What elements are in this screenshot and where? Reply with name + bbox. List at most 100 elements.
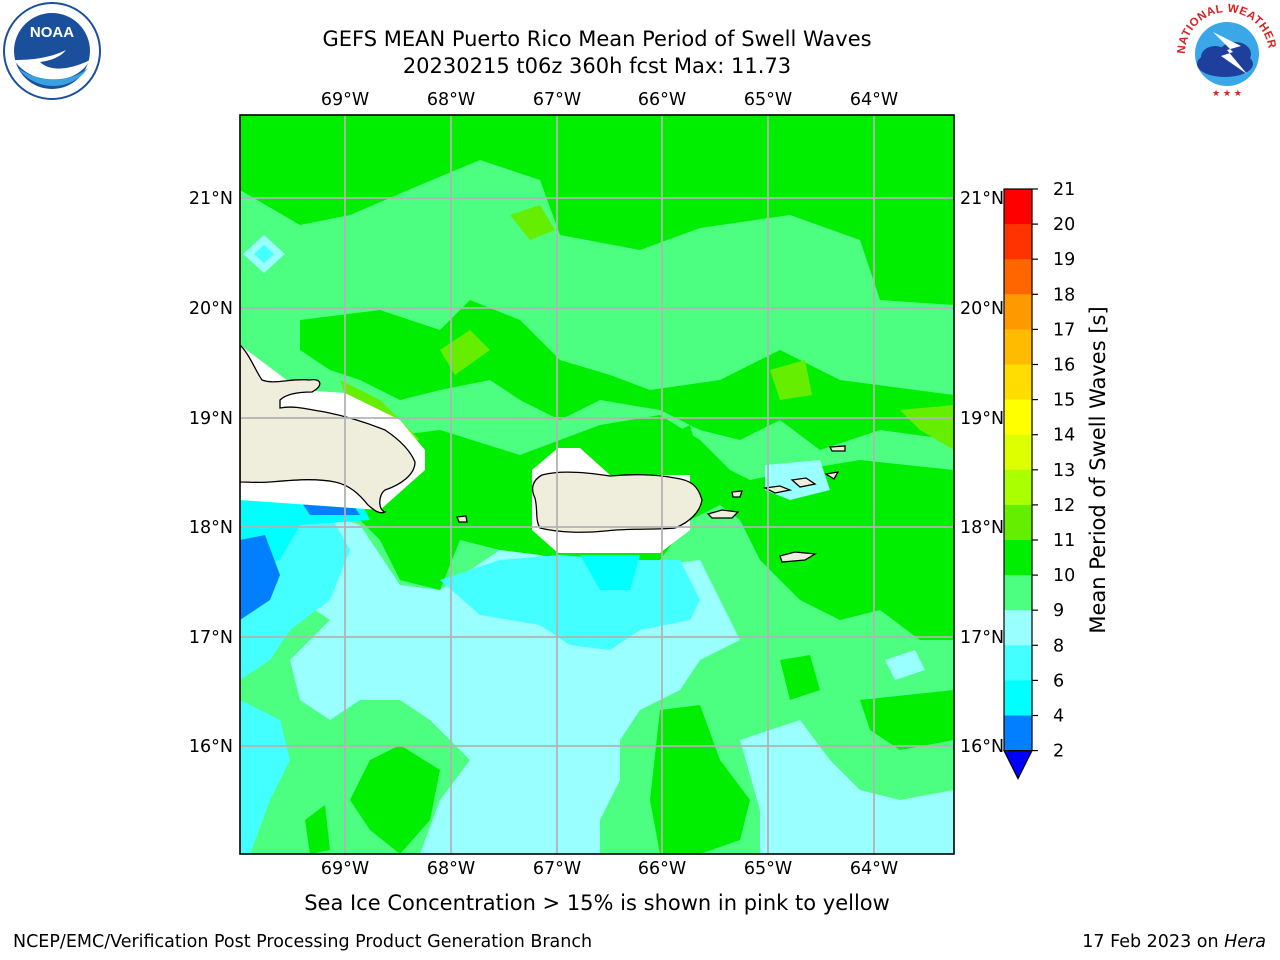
colorbar-tick-label-21: 21 [1053,180,1075,200]
colorbar-segment-9 [1004,504,1032,541]
colorbar-tick-label-14: 14 [1053,426,1075,446]
field-region-aqua-center [580,555,640,590]
colorbar-tick-label-10: 10 [1053,566,1075,586]
lon-label-top-65w: 65°W [744,90,792,110]
title-line-1: GEFS MEAN Puerto Rico Mean Period of Swe… [322,27,872,51]
colorbar-label: Mean Period of Swell Waves [s] [1086,306,1110,633]
lon-label-top-66w: 66°W [638,90,686,110]
field-region-aqua [240,500,370,570]
colorbar-tick-label-8: 8 [1053,636,1064,656]
colorbar-tick-label-19: 19 [1053,250,1075,270]
colorbar-segment-5 [1004,364,1032,401]
colorbar-tick-label-4: 4 [1053,707,1064,727]
footer-host: Hera [1224,932,1266,952]
lon-label-top-69w: 69°W [321,90,369,110]
field-region-lightgreen-1 [510,205,555,240]
lat-label-left-21n: 21°N [189,189,233,209]
field-region-green-south [650,705,750,854]
noaa-logo-text: NOAA [30,24,74,41]
lon-label-bottom-65w: 65°W [744,859,792,879]
field-region-blue [240,535,280,620]
colorbar-segment-12 [1004,610,1032,646]
sea-ice-note: Sea Ice Concentration > 15% is shown in … [304,891,890,915]
lon-label-top-64w: 64°W [850,90,898,110]
lon-label-bottom-67w: 67°W [533,859,581,879]
colorbar-segment-11 [1004,575,1032,611]
colorbar-tick-label-15: 15 [1053,391,1075,411]
land-virgin-islands-3 [824,471,840,480]
colorbar-segment-10 [1004,540,1032,576]
svg-text:★ ★ ★: ★ ★ ★ [1212,89,1242,99]
lon-label-bottom-69w: 69°W [321,859,369,879]
field-region-green-patch-4 [830,118,870,170]
lat-label-left-17n: 17°N [189,628,233,648]
lat-label-right-20n: 20°N [960,299,1004,319]
land-st-croix [779,551,818,563]
land-mona [456,515,468,523]
land-virgin-islands-2 [790,477,817,488]
lat-label-right-18n: 18°N [960,518,1004,538]
colorbar-tick-label-9: 9 [1053,601,1064,621]
field-region-green-patch-2 [305,805,330,854]
colorbar-tick-label-13: 13 [1053,461,1075,481]
field-region-lightcyan-east [885,650,925,680]
field-region-cyan-sw [240,700,290,854]
field-region-lightcyan-se [740,720,954,854]
land-hispaniola [240,344,416,514]
colorbar-segment-3 [1004,294,1032,330]
swell-period-field [240,115,954,854]
field-region-green-patch-1 [780,655,820,700]
field-region-lightgreen-2 [440,330,490,375]
colorbar-tick-label-17: 17 [1053,320,1075,340]
field-region-diamond-core [254,245,274,263]
colorbar-segment-2 [1004,259,1032,295]
land-culebra [731,490,743,498]
lat-label-left-19n: 19°N [189,409,233,429]
graticule [240,115,954,854]
land-puerto-rico [531,471,703,533]
lat-label-left-16n: 16°N [189,737,233,757]
lat-label-left-18n: 18°N [189,518,233,538]
colorbar-tick-label-2: 2 [1053,742,1064,762]
lat-label-right-21n: 21°N [960,189,1004,209]
colorbar-tick-label-16: 16 [1053,356,1075,376]
lat-label-right-16n: 16°N [960,737,1004,757]
field-region-green-east [860,690,954,750]
land-anegada [828,445,846,452]
colorbar-tick-label-12: 12 [1053,496,1075,516]
lat-label-right-17n: 17°N [960,628,1004,648]
lon-label-bottom-64w: 64°W [850,859,898,879]
noaa-logo: NOAA [3,2,101,100]
field-region-lightgreen-5 [900,405,954,450]
land-vieques [706,509,740,519]
colorbar-segment-6 [1004,399,1032,436]
map-frame [239,114,955,855]
colorbar-segment-0 [1004,189,1032,225]
lon-label-bottom-68w: 68°W [427,859,475,879]
footer-date: 17 Feb 2023 on Hera [1082,932,1266,952]
lon-label-top-68w: 68°W [427,90,475,110]
field-region-lightgreen-3 [770,360,812,400]
colorbar-segment-8 [1004,469,1032,506]
colorbar-extend-triangle [1003,749,1033,780]
colorbar-tick-label-6: 6 [1053,671,1064,691]
colorbar: 21 20 19 18 17 16 15 14 13 12 11 10 9 8 6 4 2 [1003,180,1075,780]
lon-label-top-67w: 67°W [533,90,581,110]
footer-date-text: 17 Feb 2023 on [1082,932,1225,952]
field-region-green-sw [350,745,440,854]
colorbar-segment-7 [1004,434,1032,471]
lat-label-right-19n: 19°N [960,409,1004,429]
colorbar-segment-1 [1004,224,1032,260]
footer-organization: NCEP/EMC/Verification Post Processing Pr… [13,932,593,952]
nws-logo: NATIONAL WEATHER SERVICE ★ ★ ★ [1175,0,1278,100]
field-region-green-patch-3 [680,425,698,460]
colorbar-tick-label-18: 18 [1053,285,1075,305]
colorbar-segment-14 [1004,680,1032,716]
lat-label-left-20n: 20°N [189,299,233,319]
colorbar-tick-label-11: 11 [1053,531,1075,551]
lon-label-bottom-66w: 66°W [638,859,686,879]
land-virgin-islands-1 [762,485,793,494]
colorbar-segment-13 [1004,645,1032,681]
colorbar-segment-4 [1004,329,1032,365]
